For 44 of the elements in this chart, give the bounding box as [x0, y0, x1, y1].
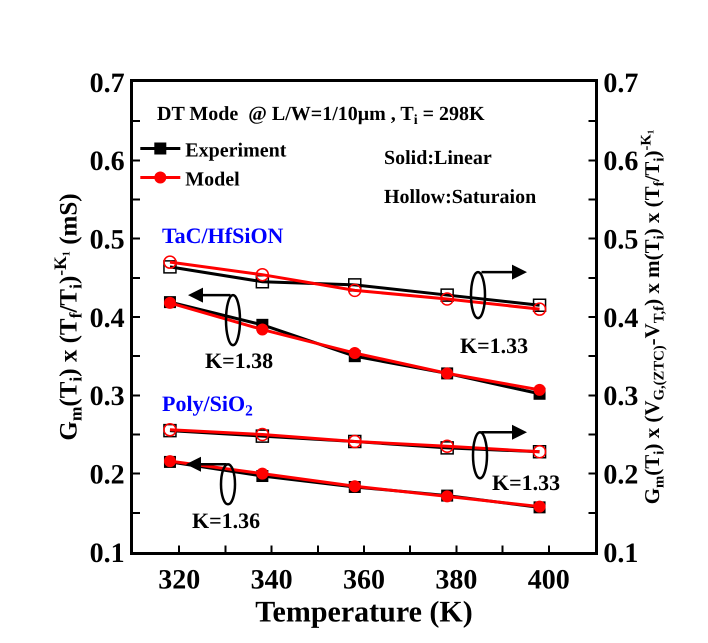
y-tick-label: 0.2: [90, 459, 125, 490]
annotation: K=1.33: [460, 333, 528, 358]
legend-label: Experiment: [185, 139, 287, 162]
x-axis-title: Temperature (K): [255, 595, 473, 628]
point: [532, 302, 546, 316]
annotation: DT Mode @ L/W=1/10μm , T$_{i}$ = 298K: [157, 103, 486, 128]
point: [348, 284, 362, 298]
annotation: TaC/HfSiON: [162, 223, 284, 248]
y-tick-label: 0.5: [90, 224, 125, 256]
x-tick-label: 380: [435, 564, 478, 596]
point: [440, 288, 454, 302]
point: [163, 255, 177, 269]
annotation: Hollow:Saturaion: [384, 186, 536, 208]
point: [348, 347, 361, 360]
y2-tick-label: 0.2: [603, 459, 638, 490]
annotation: K=1.38: [205, 348, 274, 373]
x-tick-label: 340: [250, 564, 293, 596]
x-tick-label: 360: [343, 564, 385, 596]
y-tick-label: 0.4: [90, 302, 125, 334]
point: [256, 324, 268, 336]
point: [256, 268, 270, 282]
point: [532, 298, 546, 312]
y-tick-label: 0.3: [90, 381, 125, 412]
point: [440, 292, 454, 306]
annotation: Solid:Linear: [384, 147, 492, 169]
x-tick-label: 320: [158, 564, 200, 596]
y2-tick-label: 0.3: [603, 381, 638, 412]
x-tick-label: 400: [528, 564, 570, 596]
y-tick-label: 0.1: [90, 538, 125, 569]
y2-tick-label: 0.4: [603, 302, 638, 334]
y2-tick-label: 0.1: [603, 538, 638, 569]
point: [163, 260, 177, 274]
y-tick-label: 0.7: [90, 68, 125, 99]
y-tick-label: 0.6: [90, 146, 125, 178]
point: [256, 468, 268, 480]
annotation: K=1.33: [492, 470, 560, 495]
annotation: K=1.36: [192, 508, 260, 533]
y2-tick-label: 0.5: [603, 224, 638, 256]
legend-label: Model: [185, 168, 240, 190]
y2-tick-label: 0.7: [603, 68, 638, 99]
point: [256, 275, 270, 288]
annotation: Poly/SiO$_{2}$: [162, 391, 254, 420]
y2-tick-label: 0.6: [603, 146, 638, 178]
point: [534, 384, 546, 396]
